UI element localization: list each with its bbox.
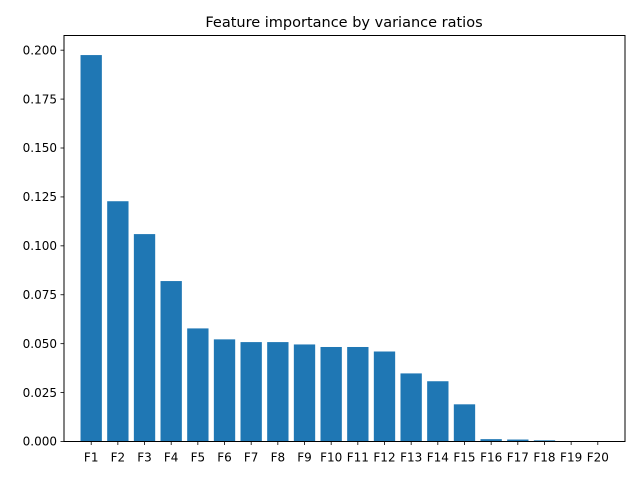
bar-f9 xyxy=(293,344,316,442)
x-tick-label: F11 xyxy=(347,451,369,465)
x-tick-label: F20 xyxy=(587,451,609,465)
y-tick-label: 0.200 xyxy=(23,43,57,57)
bar-f3 xyxy=(133,234,156,442)
x-tick-label: F9 xyxy=(297,451,312,465)
bar-f8 xyxy=(267,342,289,442)
y-axis: 0.000 0.025 0.050 0.075 0.100 0.125 0.150 0.175… xyxy=(23,43,64,449)
x-tick-label: F1 xyxy=(84,451,99,465)
bar-f4 xyxy=(160,281,182,442)
bar-f13 xyxy=(400,373,422,442)
x-tick-label: F14 xyxy=(427,451,449,465)
x-tick-label: F3 xyxy=(137,451,152,465)
bar-f16 xyxy=(480,439,502,442)
y-tick-label: 0.025 xyxy=(23,386,57,400)
x-tick-label: F13 xyxy=(400,451,422,465)
y-tick-label: 0.050 xyxy=(23,337,57,351)
bar-f1 xyxy=(80,55,102,442)
bar-f2 xyxy=(107,201,129,442)
y-tick-label: 0.000 xyxy=(23,435,57,449)
x-tick-label: F15 xyxy=(453,451,475,465)
x-tick-label: F7 xyxy=(244,451,259,465)
bar-f6 xyxy=(213,339,236,442)
x-tick-label: F5 xyxy=(191,451,206,465)
y-tick-label: 0.150 xyxy=(23,141,57,155)
bar-f17 xyxy=(507,439,529,442)
bar-f11 xyxy=(347,346,369,442)
x-tick-label: F16 xyxy=(480,451,502,465)
x-tick-label: F19 xyxy=(560,451,582,465)
bar-f5 xyxy=(187,328,209,442)
x-tick-label: F2 xyxy=(111,451,126,465)
bar-f15 xyxy=(453,404,476,442)
x-tick-label: F8 xyxy=(271,451,286,465)
bar-f12 xyxy=(373,351,396,442)
plot-frame xyxy=(63,35,626,442)
y-tick-label: 0.100 xyxy=(23,239,57,253)
y-tick-label: 0.175 xyxy=(23,92,57,106)
x-axis: F1 F2 F3 F4 F5 F6 F7 F8 F9 F10 F11 F12 F13 F14 F15 F16 F… xyxy=(84,441,609,465)
x-tick-label: F12 xyxy=(373,451,395,465)
x-tick-label: F18 xyxy=(533,451,555,465)
chart-title: Feature importance by variance ratios xyxy=(205,15,482,31)
bars-group xyxy=(80,55,609,442)
bar-f10 xyxy=(320,346,342,442)
x-tick-label: F6 xyxy=(217,451,232,465)
bar-f18 xyxy=(533,440,556,442)
y-tick-label: 0.075 xyxy=(23,288,57,302)
x-tick-label: F10 xyxy=(320,451,342,465)
bar-f14 xyxy=(427,381,449,442)
y-tick-label: 0.125 xyxy=(23,190,57,204)
x-tick-label: F17 xyxy=(507,451,529,465)
bar-f7 xyxy=(240,342,262,442)
x-tick-label: F4 xyxy=(164,451,179,465)
